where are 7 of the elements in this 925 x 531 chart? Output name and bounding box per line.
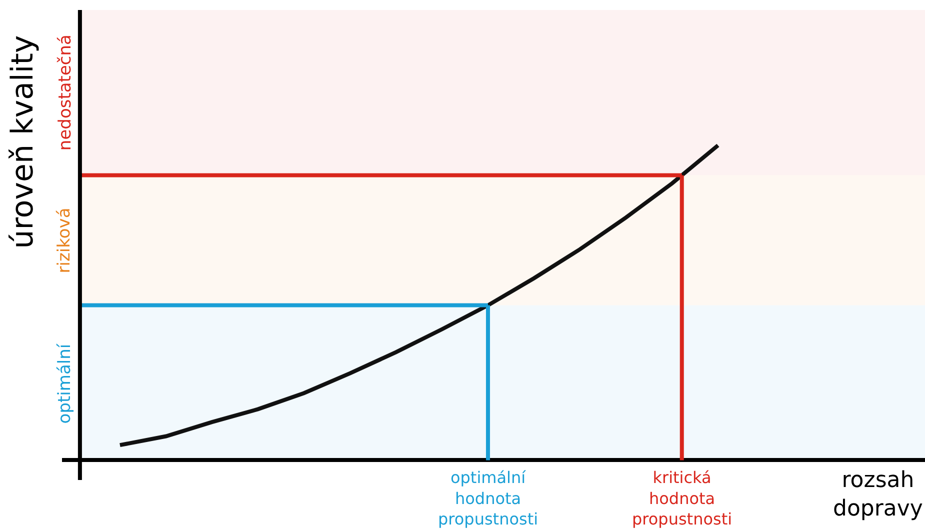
- y-axis-title: úroveň kvality: [6, 35, 41, 249]
- band-label: optimální: [55, 342, 76, 424]
- ref-line-label: optimální hodnota propustnosti: [438, 468, 538, 529]
- x-axis-title: rozsah dopravy: [833, 468, 923, 522]
- ref-line-label: kritická hodnota propustnosti: [632, 468, 732, 529]
- band-label: riziková: [54, 208, 75, 274]
- band-label: nedostatečná: [55, 34, 76, 151]
